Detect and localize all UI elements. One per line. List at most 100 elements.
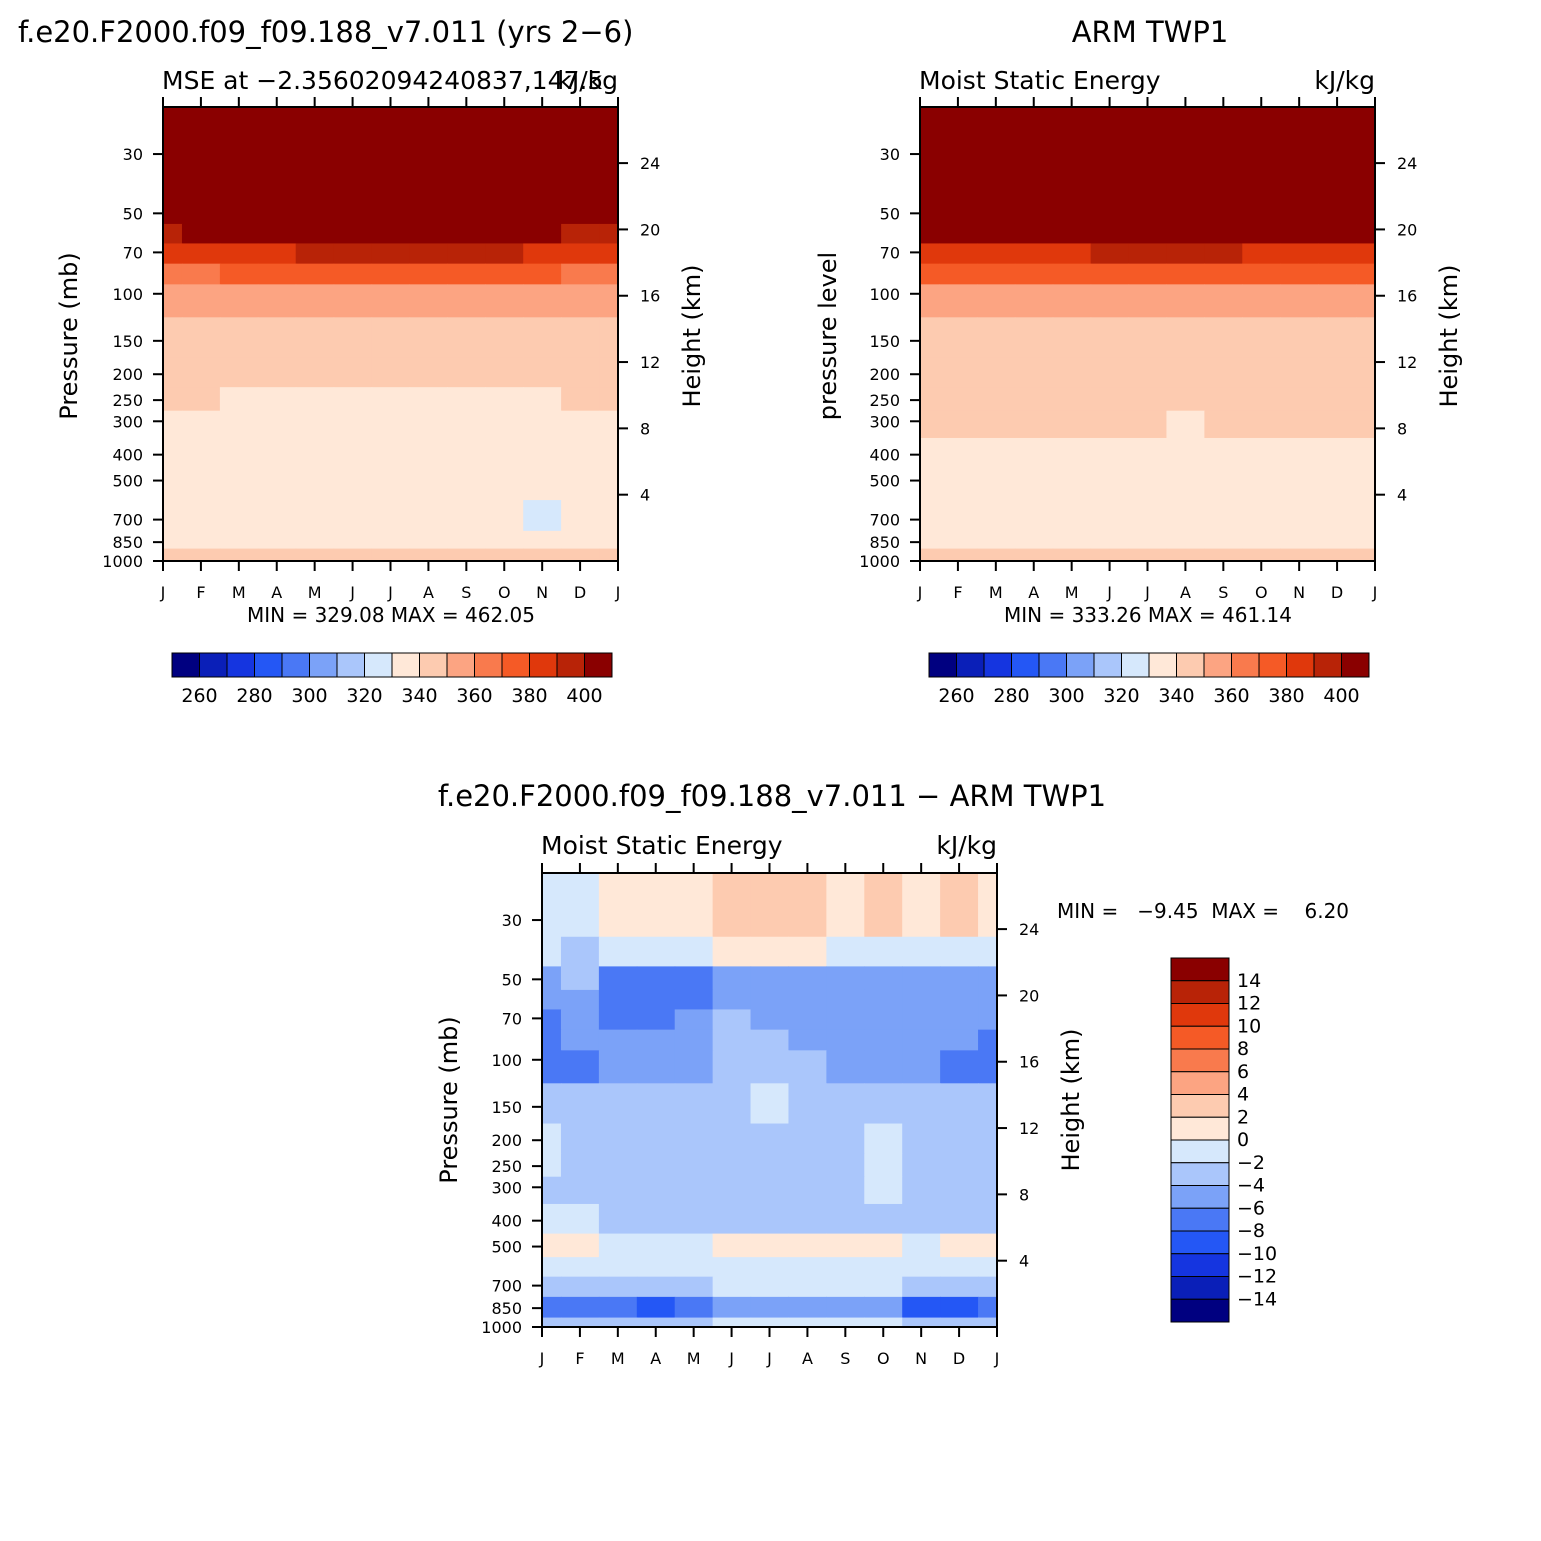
- diff-subtitle-left: Moist Static Energy: [541, 831, 783, 860]
- obs-colorbar-label: 300: [1048, 685, 1084, 707]
- obs-cell: [1128, 500, 1168, 532]
- model-cell: [371, 243, 411, 265]
- model-cell: [181, 387, 221, 412]
- model-cell: [295, 284, 335, 318]
- diff-cell: [674, 966, 714, 991]
- model-cell: [371, 500, 411, 532]
- diff-cell: [636, 1009, 676, 1031]
- model-cell: [219, 284, 259, 318]
- obs-subtitle-left: Moist Static Energy: [919, 66, 1161, 95]
- diff-cell: [940, 1153, 979, 1178]
- diff-cell: [788, 1233, 827, 1258]
- diff-colorbar-swatch: [1170, 1025, 1230, 1050]
- diff-cells: [542, 873, 998, 1328]
- model-cell: [371, 530, 411, 550]
- model-cell: [523, 410, 562, 439]
- model-x-tick-label: M: [308, 583, 322, 602]
- model-cell: [485, 107, 524, 185]
- model-cell: [181, 263, 221, 285]
- model-cell: [523, 548, 562, 559]
- obs-cell: [1090, 467, 1130, 501]
- model-height-tick-label: 24: [640, 154, 660, 173]
- diff-cell: [940, 1050, 979, 1084]
- diff-cell: [674, 1276, 714, 1298]
- model-x-tick-label: D: [574, 583, 586, 602]
- model-cell: [219, 530, 259, 550]
- diff-y-tick-label: 30: [502, 911, 522, 930]
- diff-cell: [674, 1123, 714, 1154]
- model-cell: [333, 558, 373, 562]
- obs-cell: [1090, 263, 1130, 285]
- diff-cell: [674, 1317, 714, 1328]
- obs-cell: [976, 530, 1016, 550]
- diff-cell: [560, 1009, 600, 1031]
- diff-cell: [978, 1009, 998, 1031]
- diff-cell: [902, 873, 941, 938]
- diff-colorbar-swatch: [1170, 1253, 1230, 1277]
- diff-cell: [788, 1176, 827, 1205]
- obs-colorbar-swatch: [1093, 652, 1122, 678]
- diff-cell: [940, 1317, 979, 1328]
- diff-cell: [598, 1203, 638, 1235]
- diff-cell: [978, 1233, 998, 1258]
- diff-cell: [750, 1123, 790, 1154]
- model-cell: [561, 357, 600, 388]
- obs-cell: [1356, 558, 1376, 562]
- obs-x-tick-label: A: [1180, 583, 1191, 602]
- model-cell: [333, 223, 373, 245]
- obs-cell: [1166, 387, 1205, 412]
- plots-layer: J F M A M J J A S O N D J305070100150200250300400500…: [102, 97, 1417, 1368]
- diff-cell: [636, 1050, 676, 1084]
- model-y-tick-label: 30: [123, 145, 143, 164]
- diff-y-tick-label: 1000: [481, 1318, 522, 1337]
- obs-cell: [1318, 243, 1357, 265]
- diff-cell: [750, 1203, 790, 1235]
- obs-cell: [1356, 467, 1376, 501]
- model-x-tick-label: A: [423, 583, 434, 602]
- diff-cell: [674, 1296, 714, 1319]
- model-cell: [447, 410, 486, 439]
- diff-colorbar-swatch: [1170, 1230, 1230, 1255]
- diff-cell: [826, 1123, 865, 1154]
- model-cell: [219, 410, 259, 439]
- model-colorbar-swatch: [199, 652, 228, 678]
- obs-y-tick-label: 150: [869, 332, 900, 351]
- model-colorbar-swatch: [391, 652, 420, 678]
- model-x-tick-label: S: [461, 583, 471, 602]
- diff-cell: [674, 1029, 714, 1051]
- obs-cell: [1014, 243, 1054, 265]
- diff-y-tick-label: 850: [491, 1299, 522, 1318]
- obs-cell: [920, 223, 940, 245]
- obs-cell: [1356, 317, 1376, 359]
- model-cell: [371, 410, 411, 439]
- model-cell: [371, 387, 411, 412]
- diff-y-tick-label: 100: [491, 1051, 522, 1070]
- obs-title: ARM TWP1: [1072, 15, 1229, 49]
- obs-cell: [938, 263, 978, 285]
- model-cell: [447, 357, 486, 388]
- obs-cell: [1356, 107, 1376, 185]
- diff-cell: [598, 1276, 638, 1298]
- model-cell: [447, 548, 486, 559]
- model-cell: [295, 387, 335, 412]
- diff-cell: [636, 1083, 676, 1125]
- diff-y-tick-label: 700: [491, 1277, 522, 1296]
- diff-cell: [940, 1296, 979, 1319]
- obs-cell: [1166, 263, 1205, 285]
- obs-cell: [1166, 467, 1205, 501]
- model-x-tick-label: J: [160, 583, 166, 602]
- model-cell: [447, 558, 486, 562]
- model-cell: [599, 223, 619, 245]
- model-cell: [599, 317, 619, 359]
- model-cell: [561, 107, 600, 185]
- diff-cell: [826, 1176, 865, 1205]
- obs-cell: [1090, 243, 1130, 265]
- model-cell: [447, 183, 486, 225]
- model-cells: [163, 107, 619, 562]
- obs-cell: [1356, 387, 1376, 412]
- model-cell: [409, 243, 448, 265]
- obs-x-tick-label: F: [953, 583, 962, 602]
- obs-cell: [1128, 530, 1168, 550]
- model-cell: [447, 387, 486, 412]
- obs-cell: [1356, 263, 1376, 285]
